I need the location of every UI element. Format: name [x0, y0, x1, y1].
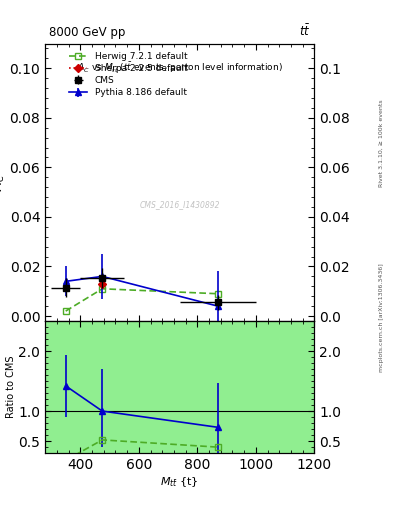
Herwig 7.2.1 default	[100, 286, 105, 292]
Herwig 7.2.1 default	[215, 291, 220, 297]
Text: $A_C$ vs $M_{t\bar{t}}$ ($t\bar{t}$ events, parton level information): $A_C$ vs $M_{t\bar{t}}$ ($t\bar{t}$ even…	[77, 60, 283, 75]
Line: Herwig 7.2.1 default: Herwig 7.2.1 default	[62, 286, 221, 314]
Text: mcplots.cern.ch [arXiv:1306.3436]: mcplots.cern.ch [arXiv:1306.3436]	[379, 263, 384, 372]
X-axis label: $M_{t\bar{t}}$ {t}: $M_{t\bar{t}}$ {t}	[160, 475, 199, 488]
Legend: Herwig 7.2.1 default, Sherpa 2.2.5 default, CMS, Pythia 8.186 default: Herwig 7.2.1 default, Sherpa 2.2.5 defau…	[67, 49, 190, 100]
Y-axis label: $A_C$: $A_C$	[0, 174, 7, 191]
Text: CMS_2016_I1430892: CMS_2016_I1430892	[140, 200, 220, 209]
Text: Rivet 3.1.10, ≥ 100k events: Rivet 3.1.10, ≥ 100k events	[379, 99, 384, 187]
Y-axis label: Ratio to CMS: Ratio to CMS	[6, 356, 16, 418]
Text: $t\bar{t}$: $t\bar{t}$	[299, 24, 310, 39]
Text: 8000 GeV pp: 8000 GeV pp	[49, 26, 125, 39]
Herwig 7.2.1 default	[63, 308, 68, 314]
